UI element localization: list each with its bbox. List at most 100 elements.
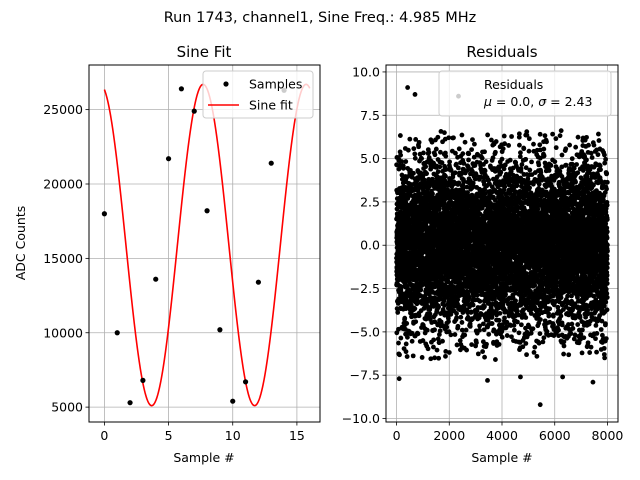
residual-point <box>397 133 403 138</box>
residual-point <box>412 306 418 312</box>
sine-fit-xtick-label: 10 <box>225 428 241 443</box>
residual-point <box>419 355 425 360</box>
residual-point <box>516 131 522 137</box>
residual-point <box>410 353 416 359</box>
residual-point <box>418 293 424 299</box>
residual-point <box>432 327 437 333</box>
residual-point <box>518 166 524 172</box>
residuals-plot-area <box>394 85 610 408</box>
sine-fit-axes-frame <box>88 64 321 423</box>
residual-point <box>493 149 498 155</box>
residual-point <box>482 168 488 174</box>
sine-fit-legend-box <box>202 70 314 119</box>
residual-point <box>523 315 529 320</box>
residual-point <box>440 307 446 312</box>
residual-point <box>513 298 518 304</box>
sample-point <box>153 276 159 282</box>
residual-point <box>509 134 514 139</box>
residual-point <box>482 354 487 360</box>
residual-point <box>432 355 438 361</box>
residual-point <box>436 304 441 310</box>
residual-point <box>435 336 441 342</box>
residual-point <box>514 182 520 188</box>
residual-point <box>412 151 418 157</box>
sine-fit-title: Sine Fit <box>177 43 232 61</box>
sine-fit-ytick-label: 25000 <box>43 102 83 117</box>
residual-point <box>404 321 410 326</box>
residual-point <box>416 144 422 150</box>
residual-point <box>404 354 410 359</box>
sine-fit-plot-area <box>101 83 311 407</box>
residual-point <box>447 159 452 165</box>
residual-point <box>486 331 492 337</box>
residual-point <box>435 169 441 175</box>
residual-point <box>434 347 440 353</box>
residual-point <box>474 292 480 298</box>
residual-point <box>420 338 426 343</box>
residual-point <box>419 156 424 162</box>
residual-point <box>468 309 474 315</box>
sample-point <box>127 400 133 406</box>
residual-point <box>437 328 443 334</box>
residual-point <box>399 159 405 164</box>
residual-point <box>503 292 508 297</box>
residual-point <box>396 326 401 332</box>
residual-point <box>462 332 468 338</box>
residual-point <box>454 315 459 321</box>
residual-point <box>403 341 409 347</box>
residual-point <box>477 327 482 333</box>
sine-fit-ytick-label: 15000 <box>43 251 83 266</box>
residual-point <box>430 176 435 182</box>
residual-point <box>431 344 436 350</box>
residual-point <box>416 313 422 319</box>
residual-point <box>466 157 471 163</box>
residual-point <box>411 146 417 152</box>
residual-point <box>502 315 507 321</box>
residual-point <box>413 136 419 142</box>
residual-point <box>479 155 485 161</box>
residual-point <box>460 151 466 157</box>
residual-point <box>426 150 432 155</box>
sine-fit-xtick-label: 0 <box>100 428 108 443</box>
residual-point <box>441 298 447 304</box>
residual-point <box>439 160 445 166</box>
residual-point <box>499 156 505 162</box>
sample-point <box>178 86 184 92</box>
residual-point <box>452 170 458 176</box>
residual-point <box>435 134 441 140</box>
residual-point <box>431 337 437 343</box>
residual-point <box>489 315 495 320</box>
residual-point <box>464 347 469 353</box>
residual-point <box>405 147 411 153</box>
sample-point <box>230 398 236 404</box>
residual-point <box>456 146 462 152</box>
residual-point <box>496 317 502 323</box>
residual-point <box>511 327 517 333</box>
sample-point <box>114 330 120 336</box>
residual-point <box>436 332 442 337</box>
residual-point <box>442 130 447 136</box>
residual-point <box>402 315 408 321</box>
residual-point <box>466 294 472 300</box>
residual-point <box>399 284 404 290</box>
residual-point <box>423 164 429 170</box>
residual-point <box>472 176 478 182</box>
sine-fit-xtick-label: 15 <box>289 428 305 443</box>
residual-point <box>407 136 413 142</box>
residual-point <box>470 137 475 143</box>
residual-point <box>424 171 429 176</box>
sample-point <box>191 108 197 114</box>
sine-fit-ylabel: ADC Counts <box>13 206 28 281</box>
residual-point <box>482 304 487 310</box>
residual-point <box>451 135 456 141</box>
residual-point <box>395 310 401 315</box>
residuals-chart: Residuals 0 2000 4000 6000 8000−10.0−7.5−5.0… <box>342 43 624 465</box>
legend-samples-label: Samples <box>249 77 302 92</box>
residual-point <box>500 146 506 152</box>
figure-suptitle: Run 1743, channel1, Sine Freq.: 4.985 MH… <box>164 10 477 26</box>
residual-point <box>499 334 505 340</box>
sine-fit-chart: Sine Fit 0 5 10 15500010000150002000025000 … <box>13 43 321 465</box>
residual-point <box>459 320 465 325</box>
residual-point <box>518 322 524 328</box>
